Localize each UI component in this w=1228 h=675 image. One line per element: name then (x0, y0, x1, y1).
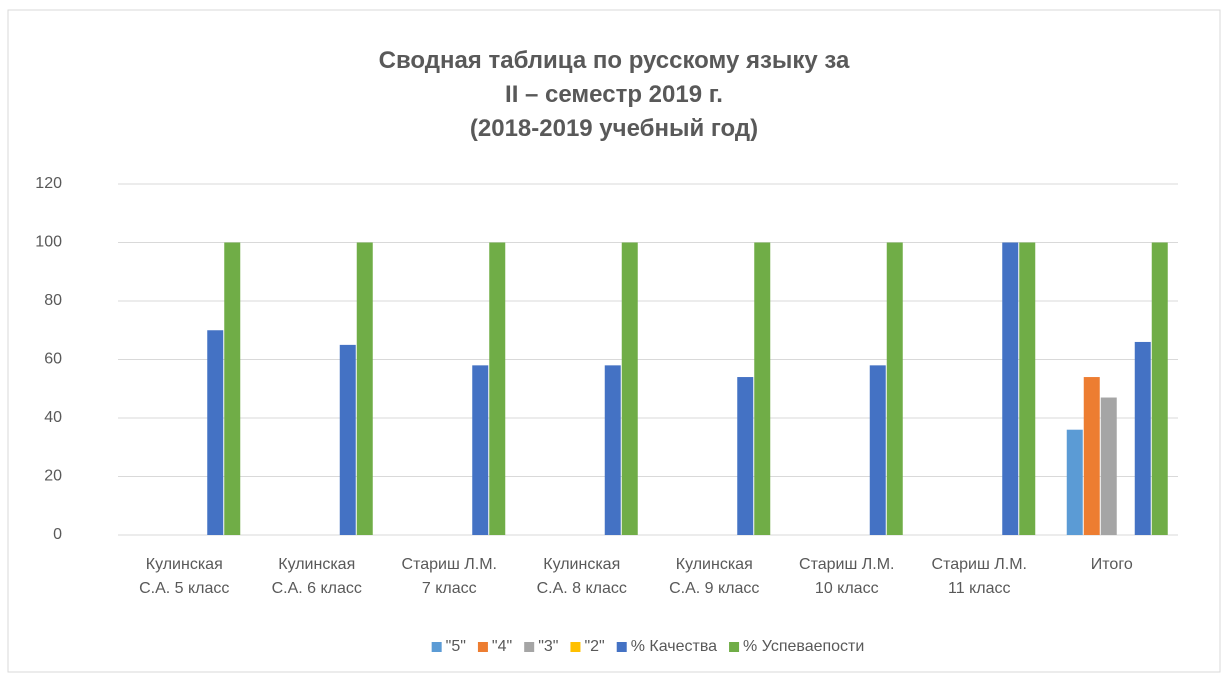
legend-swatch (729, 642, 740, 652)
bar (1151, 242, 1168, 535)
legend-label: "3" (538, 638, 558, 655)
bar (1134, 341, 1151, 535)
bar (604, 365, 621, 535)
x-tick-label: Итого (1090, 556, 1133, 573)
legend-label: "4" (492, 638, 512, 655)
bar (754, 242, 771, 535)
bar (207, 330, 224, 535)
bar (737, 377, 754, 535)
legend-swatch (431, 642, 442, 652)
y-tick-label: 60 (44, 351, 62, 368)
bar (339, 344, 356, 535)
bar (886, 242, 903, 535)
x-tick-label: Кулинская С.А. 5 класс (139, 556, 230, 597)
chart-title: Сводная таблица по русскому языку за II … (378, 47, 850, 142)
legend-label: % Успеваепости (743, 638, 864, 655)
legend-label: "2" (584, 638, 604, 655)
bar (1002, 242, 1019, 535)
x-tick-label: Стариш Л.М. 11 класс (931, 556, 1027, 597)
x-tick-label: Кулинская С.А. 9 класс (669, 556, 760, 597)
bar (489, 242, 506, 535)
y-tick-label: 100 (35, 234, 62, 251)
bar (1066, 429, 1083, 535)
x-tick-label: Кулинская С.А. 8 класс (536, 556, 627, 597)
legend-swatch (570, 642, 581, 652)
bar (1100, 397, 1117, 535)
bar (224, 242, 241, 535)
x-tick-label: Кулинская С.А. 6 класс (271, 556, 362, 597)
bar (1083, 377, 1100, 535)
y-tick-label: 0 (53, 526, 62, 543)
y-tick-label: 80 (44, 292, 62, 309)
bar (621, 242, 638, 535)
x-tick-label: Стариш Л.М. 10 класс (799, 556, 895, 597)
bar (1019, 242, 1036, 535)
bar (869, 365, 886, 535)
y-tick-label: 40 (44, 409, 62, 426)
legend-label: % Качества (631, 638, 717, 655)
legend-label: "5" (446, 638, 466, 655)
legend-swatch (477, 642, 488, 652)
chart-border (7, 9, 1221, 673)
legend-swatch (616, 642, 627, 652)
y-tick-label: 120 (35, 175, 62, 192)
x-tick-label: Стариш Л.М. 7 класс (401, 556, 497, 597)
bar (356, 242, 373, 535)
y-tick-label: 20 (44, 468, 62, 485)
bar (472, 365, 489, 535)
legend-swatch (524, 642, 535, 652)
